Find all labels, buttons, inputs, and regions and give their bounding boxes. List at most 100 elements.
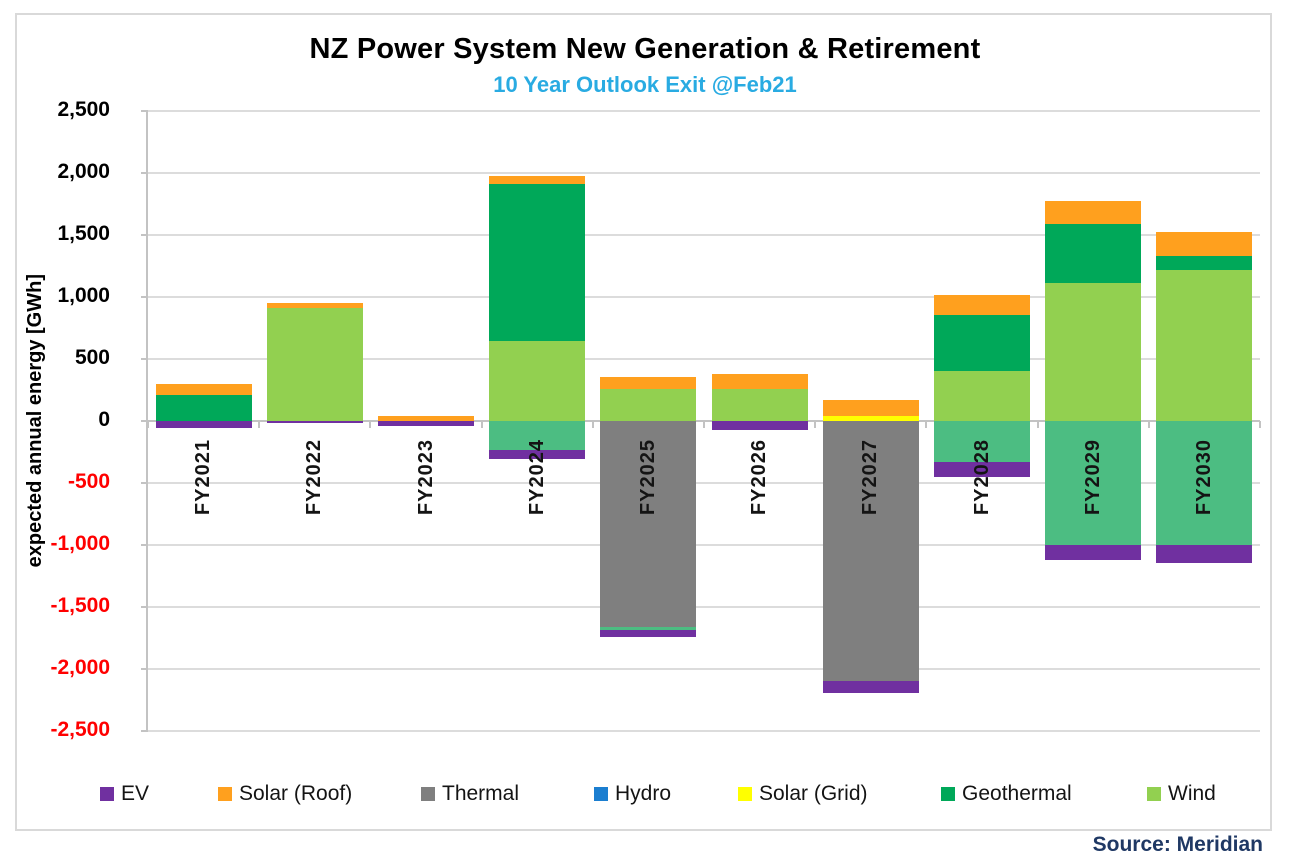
chart-subtitle: 10 Year Outlook Exit @Feb21 [493, 72, 797, 97]
bar-segment-FY2021-EV [155, 421, 252, 429]
grid-line [148, 730, 1260, 732]
bar-segment-FY2024-Geothermal [489, 421, 586, 451]
x-axis-tick [1259, 421, 1261, 428]
bar-segment-FY2024-EV [489, 450, 586, 459]
x-axis-tick [258, 421, 261, 428]
bar-segment-FY2029-EV [1045, 545, 1142, 560]
legend-item-ev: EV [100, 782, 149, 806]
bar-segment-FY2025-SolarRoof [600, 376, 697, 390]
legend-item-geothermal: Geothermal [941, 782, 1072, 806]
bar-segment-FY2026-SolarRoof [711, 373, 808, 390]
y-axis-tick [141, 668, 148, 670]
category-label-text: FY2029 [1081, 439, 1104, 516]
legend-label: Solar (Grid) [759, 782, 868, 805]
legend-swatch-icon [1147, 787, 1161, 801]
x-axis-tick [591, 421, 594, 428]
y-tick-label: -1,500 [50, 594, 110, 617]
category-label-FY2027: FY2027 [856, 439, 886, 520]
bar-segment-FY2029-Wind [1045, 283, 1142, 421]
legend-item-hydro: Hydro [594, 782, 671, 806]
y-tick-label: 0 [98, 408, 110, 431]
legend-swatch-icon [421, 787, 435, 801]
y-axis-tick [141, 482, 148, 484]
bar-segment-FY2029-SolarRoof [1045, 200, 1142, 224]
grid-line [148, 172, 1260, 174]
bar-segment-FY2023-EV [378, 421, 474, 426]
y-axis-tick [141, 234, 148, 236]
bar-segment-FY2030-Wind [1156, 269, 1253, 421]
legend-label: Thermal [442, 782, 520, 805]
legend-label: Solar (Roof) [239, 782, 353, 805]
x-axis-tick [814, 421, 817, 428]
legend-swatch-icon [941, 787, 955, 801]
y-tick-label: 2,500 [57, 98, 110, 121]
bar-segment-FY2022-Wind [266, 308, 363, 421]
grid-line [148, 482, 1260, 484]
x-axis-tick [925, 421, 928, 428]
category-label-FY2030: FY2030 [1189, 439, 1219, 520]
category-label-FY2024: FY2024 [522, 439, 552, 520]
legend-item-solargrid: Solar (Grid) [738, 782, 868, 806]
legend-label: Geothermal [962, 782, 1072, 805]
plot-area: -2,500 -2,000 -1,500 -1,000 -500 0 500 1,000 1,5… [50, 98, 1261, 741]
bar-segment-FY2021-SolarRoof [155, 383, 252, 395]
bar-segment-FY2025-EV [600, 629, 697, 638]
x-axis-tick [1147, 421, 1150, 428]
bar-segment-FY2025-Thermal [600, 421, 697, 627]
bar-segment-FY2029-Geothermal [1045, 223, 1142, 284]
category-label-text: FY2021 [192, 439, 215, 516]
y-tick-label: -500 [67, 470, 110, 493]
grid-line [148, 668, 1260, 670]
category-label-text: FY2027 [859, 439, 882, 516]
category-label-text: FY2026 [748, 439, 771, 516]
bar-segment-FY2021-Geothermal [155, 394, 252, 421]
bar-segment-FY2030-EV [1156, 545, 1253, 563]
y-axis-tick [141, 606, 148, 608]
y-tick-label: 1,000 [57, 284, 110, 307]
x-axis-tick [703, 421, 705, 428]
bar-segment-FY2030-SolarRoof [1156, 231, 1253, 257]
y-tick-label: 1,500 [57, 222, 110, 245]
x-axis-tick [1036, 421, 1039, 428]
x-axis-tick [147, 421, 149, 428]
bar-segment-FY2027-EV [822, 680, 919, 694]
category-label-text: FY2025 [636, 439, 659, 516]
y-tick-label: -2,000 [50, 656, 110, 679]
category-label-text: FY2030 [1192, 439, 1215, 516]
y-axis-tick [141, 110, 148, 112]
legend-swatch-icon [594, 787, 608, 801]
bar-segment-FY2028-Geothermal [934, 421, 1030, 462]
y-tick-label: -2,500 [50, 718, 110, 741]
bar-segment-FY2027-SolarGrid [822, 416, 919, 421]
bar-segment-FY2022-SolarRoof [266, 303, 363, 309]
bar-segment-FY2028-SolarRoof [934, 294, 1030, 315]
bar-segment-FY2027-SolarRoof [822, 399, 919, 417]
category-label-text: FY2028 [970, 439, 993, 516]
bar-segment-FY2028-Wind [934, 371, 1030, 421]
source-note: Source: Meridian [1092, 833, 1263, 856]
legend-label: EV [121, 782, 150, 805]
legend-item-wind: Wind [1147, 782, 1216, 806]
y-axis-tick [141, 420, 148, 422]
bar-segment-FY2026-Wind [711, 389, 808, 421]
legend-swatch-icon [738, 787, 752, 801]
y-axis-tick [141, 544, 148, 546]
category-label-FY2026: FY2026 [745, 439, 775, 520]
grid-line [148, 110, 1260, 112]
legend-swatch-icon [218, 787, 232, 801]
grid-line [148, 296, 1260, 298]
category-label-FY2028: FY2028 [967, 439, 997, 520]
y-axis-tick [141, 358, 148, 360]
bar-segment-FY2028-EV [934, 461, 1030, 477]
chart-title: NZ Power System New Generation & Retirem… [309, 33, 981, 65]
category-label-text: FY2024 [525, 439, 548, 516]
legend-label: Wind [1168, 782, 1216, 805]
grid-line [148, 234, 1260, 236]
bar-segment-FY2024-SolarRoof [489, 176, 586, 185]
y-tick-label: 500 [74, 346, 110, 369]
legend-label: Hydro [615, 782, 672, 805]
legend-item-solarroof: Solar (Roof) [218, 782, 352, 806]
category-label-FY2029: FY2029 [1078, 439, 1108, 520]
bar-segment-FY2024-Geothermal [489, 184, 586, 342]
